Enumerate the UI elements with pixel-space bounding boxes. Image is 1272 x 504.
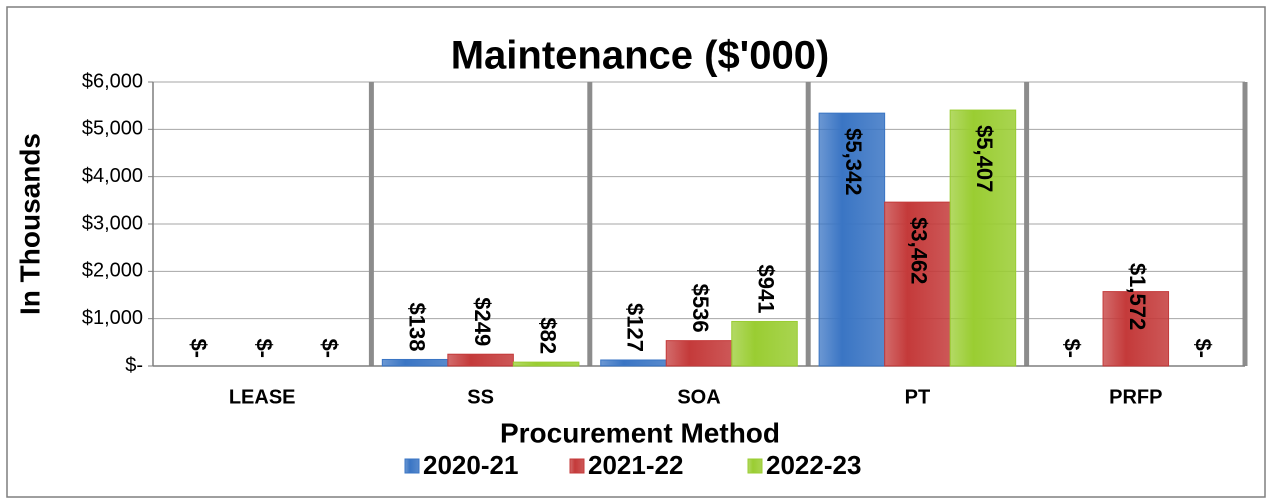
bar bbox=[1102, 291, 1170, 367]
bar bbox=[381, 358, 449, 367]
bar bbox=[731, 320, 798, 367]
data-label: $127 bbox=[623, 303, 648, 352]
data-label: $- bbox=[186, 338, 211, 358]
x-tick-label: LEASE bbox=[229, 386, 296, 408]
bar bbox=[665, 340, 733, 367]
data-label: $249 bbox=[470, 297, 495, 346]
data-label: $5,342 bbox=[841, 128, 866, 195]
data-label: $- bbox=[317, 338, 342, 358]
legend-label: 2021-22 bbox=[588, 450, 683, 480]
data-label: $- bbox=[251, 338, 276, 358]
data-label: $- bbox=[1059, 338, 1084, 358]
bar bbox=[512, 361, 580, 367]
x-tick-label: PRFP bbox=[1109, 386, 1162, 408]
bar bbox=[447, 353, 514, 367]
data-label: $3,462 bbox=[907, 217, 932, 284]
data-label: $138 bbox=[404, 303, 429, 352]
chart-title: Maintenance ($'000) bbox=[451, 34, 830, 78]
y-tick-label: $1,000 bbox=[82, 307, 143, 329]
data-label: $5,407 bbox=[972, 125, 997, 192]
bar bbox=[600, 359, 667, 367]
data-label: $- bbox=[1191, 338, 1216, 358]
legend-swatch bbox=[747, 458, 763, 474]
legend-swatch bbox=[404, 458, 420, 474]
y-tick-label: $6,000 bbox=[82, 70, 143, 92]
y-tick-label: $- bbox=[125, 354, 143, 376]
data-label: $536 bbox=[688, 284, 713, 333]
bar bbox=[949, 109, 1017, 367]
y-tick-label: $3,000 bbox=[82, 212, 143, 234]
legend-label: 2022-23 bbox=[766, 450, 861, 480]
x-tick-label: SS bbox=[467, 386, 494, 408]
data-label: $1,572 bbox=[1125, 263, 1150, 330]
y-tick-label: $4,000 bbox=[82, 165, 143, 187]
chart-border bbox=[6, 6, 1266, 498]
legend-label: 2020-21 bbox=[423, 450, 518, 480]
data-label: $82 bbox=[535, 317, 560, 354]
x-axis-title: Procurement Method bbox=[500, 417, 780, 448]
data-label: $941 bbox=[754, 265, 779, 314]
y-axis-title: In Thousands bbox=[14, 133, 45, 315]
x-tick-label: PT bbox=[905, 386, 931, 408]
x-tick-label: SOA bbox=[677, 386, 720, 408]
bar bbox=[884, 201, 951, 367]
y-tick-label: $2,000 bbox=[82, 260, 143, 282]
legend-swatch bbox=[569, 458, 585, 474]
y-tick-label: $5,000 bbox=[82, 118, 143, 140]
